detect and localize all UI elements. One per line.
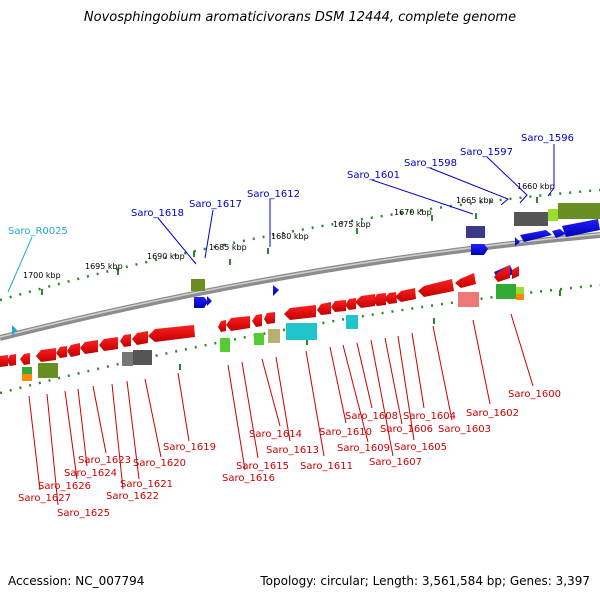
gene-label[interactable]: Saro_1603 <box>438 424 491 435</box>
gene-saro-1612[interactable] <box>273 285 279 296</box>
ruler-tick-label: 1665 kbp <box>456 196 494 205</box>
gene-label[interactable]: Saro_R0025 <box>8 226 68 237</box>
gene-saro-1627b[interactable] <box>7 354 16 366</box>
gene-saro-1597[interactable] <box>552 229 566 238</box>
gene-label[interactable]: Saro_1615 <box>236 461 289 472</box>
gene-label[interactable]: Saro_1625 <box>57 508 110 519</box>
gene-label[interactable]: Saro_1619 <box>163 442 216 453</box>
gene-saro-1619[interactable] <box>148 325 195 342</box>
ruler-tick-label: 1685 kbp <box>209 243 247 252</box>
gene-label[interactable]: Saro_1617 <box>189 199 242 210</box>
forward-genes <box>12 219 600 336</box>
accession-text: Accession: NC_007794 <box>8 574 145 588</box>
gene-saro-1596[interactable] <box>562 219 600 237</box>
gene-saro-1613[interactable] <box>264 312 275 324</box>
gene-label[interactable]: Saro_1626 <box>38 481 91 492</box>
gene-label[interactable]: Saro_1620 <box>133 458 186 469</box>
gene-saro-1621[interactable] <box>120 334 131 347</box>
gene-saro-1600-tail[interactable] <box>512 266 519 279</box>
gene-saro-1605[interactable] <box>384 292 397 304</box>
gene-label[interactable]: Saro_1597 <box>460 147 513 158</box>
gene-label[interactable]: Saro_1623 <box>78 455 131 466</box>
gene-saro-1627c[interactable] <box>0 355 8 367</box>
gene-label[interactable]: Saro_1624 <box>64 468 117 479</box>
rna-leader <box>7 236 33 293</box>
gene-label[interactable]: Saro_1606 <box>380 424 433 435</box>
gene-label[interactable]: Saro_1613 <box>266 445 319 456</box>
bottom-gene-labels: Saro_1627 Saro_1626 Saro_1625 Saro_1624 … <box>18 389 561 519</box>
gene-saro-1620[interactable] <box>132 331 148 345</box>
gene-saro-1627[interactable] <box>20 353 30 365</box>
gene-label[interactable]: Saro_1601 <box>347 170 400 181</box>
gene-saro-1606[interactable] <box>373 293 386 306</box>
gene-label[interactable]: Saro_1608 <box>345 411 398 422</box>
gene-saro-1618[interactable] <box>194 297 208 308</box>
bottom-leaders <box>28 313 534 506</box>
gene-saro-1600-red[interactable] <box>494 265 510 282</box>
gene-saro-r0025[interactable] <box>12 325 17 336</box>
gene-saro-1625[interactable] <box>56 346 67 358</box>
gene-label[interactable]: Saro_1610 <box>319 427 372 438</box>
gene-saro-1608[interactable] <box>345 298 356 310</box>
genome-info-text: Topology: circular; Length: 3,561,584 bp… <box>260 574 590 588</box>
top-leaders <box>157 144 555 265</box>
gene-saro-1623[interactable] <box>80 340 98 354</box>
ruler-tick-label: 1675 kbp <box>333 220 371 229</box>
gene-label[interactable]: Saro_1596 <box>521 133 574 144</box>
gene-label[interactable]: Saro_1602 <box>466 408 519 419</box>
gene-label[interactable]: Saro_1609 <box>337 443 390 454</box>
ruler-tick-label: 1690 kbp <box>147 252 185 261</box>
gene-saro-1601[interactable] <box>471 244 488 255</box>
gene-saro-1610[interactable] <box>317 302 331 315</box>
gene-label[interactable]: Saro_1621 <box>120 479 173 490</box>
gene-label[interactable]: Saro_1618 <box>131 208 184 219</box>
gene-saro-1622[interactable] <box>99 337 118 351</box>
ruler-tick-label: 1680 kbp <box>271 232 309 241</box>
ruler-labels: 1700 kbp 1695 kbp 1690 kbp 1685 kbp 1680… <box>23 182 555 280</box>
gene-saro-1626[interactable] <box>36 348 56 362</box>
gene-label[interactable]: Saro_1604 <box>403 411 456 422</box>
map-title: Novosphingobium aromaticivorans DSM 1244… <box>83 10 517 25</box>
ruler-tick-label: 1670 kbp <box>394 208 432 217</box>
gene-label[interactable]: Saro_1627 <box>18 493 71 504</box>
gene-saro-1617[interactable] <box>207 296 212 306</box>
lower-cog-boxes <box>22 284 524 381</box>
gene-saro-1624[interactable] <box>67 343 80 357</box>
gene-saro-1616[interactable] <box>218 320 226 332</box>
major-ticks <box>41 197 561 370</box>
gene-label[interactable]: Saro_1600 <box>508 389 561 400</box>
ruler-tick-label: 1660 kbp <box>517 182 555 191</box>
gene-saro-1598[interactable] <box>520 230 552 242</box>
gene-label[interactable]: Saro_1622 <box>106 491 159 502</box>
gene-label[interactable]: Saro_1607 <box>369 457 422 468</box>
gene-label[interactable]: Saro_1611 <box>300 461 353 472</box>
upper-cog-boxes <box>191 203 600 291</box>
gene-saro-1611[interactable] <box>284 305 316 320</box>
gene-saro-1603[interactable] <box>418 279 454 297</box>
top-gene-labels: Saro_R0025 Saro_1618 Saro_1617 Saro_1612… <box>8 133 574 237</box>
reverse-genes <box>0 265 519 367</box>
gene-saro-1615[interactable] <box>226 316 250 331</box>
gene-saro-1614[interactable] <box>252 314 262 327</box>
gene-saro-1604[interactable] <box>395 288 416 302</box>
gene-label[interactable]: Saro_1605 <box>394 442 447 453</box>
ruler-tick-label: 1695 kbp <box>85 262 123 271</box>
gene-saro-1598-tip[interactable] <box>515 237 520 246</box>
gene-label[interactable]: Saro_1598 <box>404 158 457 169</box>
gene-label[interactable]: Saro_1616 <box>222 473 275 484</box>
gene-label[interactable]: Saro_1614 <box>249 429 302 440</box>
ruler-tick-label: 1700 kbp <box>23 271 61 280</box>
gene-saro-1602[interactable] <box>455 273 476 288</box>
gene-saro-1609[interactable] <box>331 300 346 312</box>
gene-saro-1607[interactable] <box>355 294 375 308</box>
gene-label[interactable]: Saro_1612 <box>247 189 300 200</box>
